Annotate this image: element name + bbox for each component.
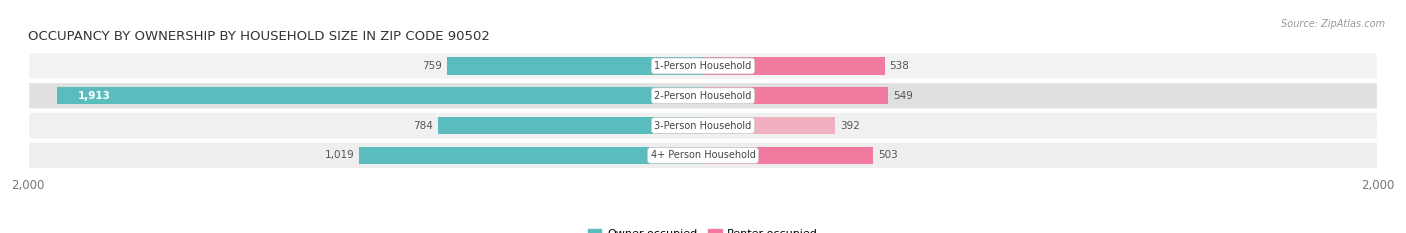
Bar [703,87,889,104]
Bar [703,117,835,134]
Bar [703,147,873,164]
FancyBboxPatch shape [28,52,1378,80]
Text: 1,019: 1,019 [325,150,354,160]
Text: 4+ Person Household: 4+ Person Household [651,150,755,160]
Text: 2-Person Household: 2-Person Household [654,91,752,101]
Text: Source: ZipAtlas.com: Source: ZipAtlas.com [1281,19,1385,29]
Bar [703,57,884,75]
Text: 549: 549 [893,91,912,101]
Text: 392: 392 [841,120,860,130]
Legend: Owner-occupied, Renter-occupied: Owner-occupied, Renter-occupied [583,225,823,233]
Text: 538: 538 [890,61,910,71]
Text: 759: 759 [422,61,441,71]
Text: 784: 784 [413,120,433,130]
Text: 1,913: 1,913 [77,91,111,101]
FancyBboxPatch shape [28,112,1378,139]
Text: 3-Person Household: 3-Person Household [654,120,752,130]
Text: 1-Person Household: 1-Person Household [654,61,752,71]
Text: OCCUPANCY BY OWNERSHIP BY HOUSEHOLD SIZE IN ZIP CODE 90502: OCCUPANCY BY OWNERSHIP BY HOUSEHOLD SIZE… [28,30,491,43]
Bar [58,87,703,104]
FancyBboxPatch shape [28,82,1378,110]
Bar [359,147,703,164]
Bar [439,117,703,134]
Bar [447,57,703,75]
Text: 503: 503 [877,150,897,160]
FancyBboxPatch shape [28,142,1378,169]
